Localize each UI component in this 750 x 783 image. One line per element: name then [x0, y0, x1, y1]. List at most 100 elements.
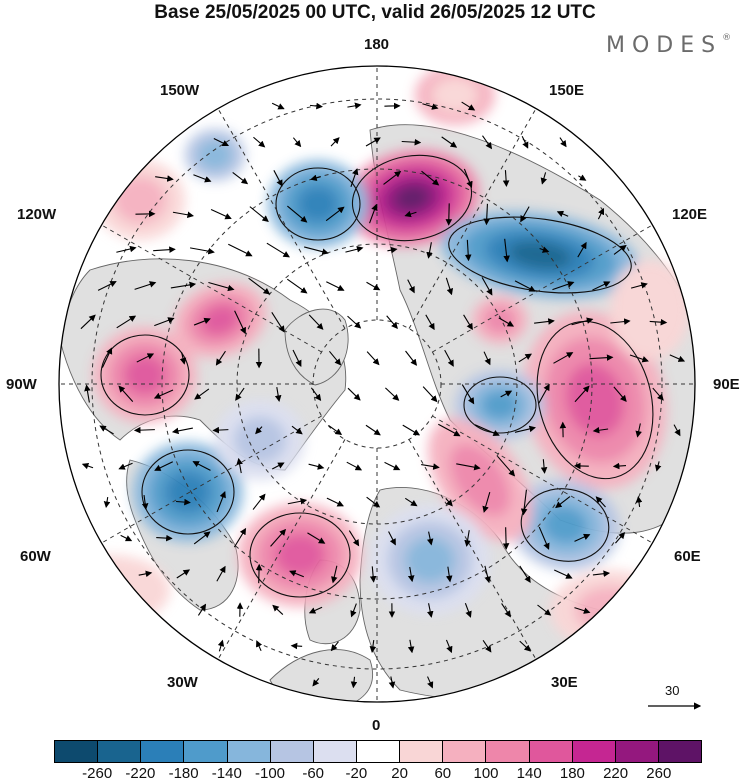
colorbar-tick-label: 140 — [516, 765, 542, 782]
anomaly-shading — [297, 185, 339, 223]
wind-arrow — [249, 206, 269, 223]
colorbar-bin — [443, 741, 487, 762]
colorbar-bin — [98, 741, 142, 762]
wind-arrow — [271, 102, 285, 110]
wind-arrow — [578, 174, 587, 181]
wind-arrow — [366, 496, 381, 508]
wind-arrow — [502, 170, 510, 187]
colorbar-tick-label: -220 — [125, 765, 156, 782]
wind-arrow — [383, 170, 402, 185]
wind-arrow — [366, 351, 380, 366]
wind-arrow — [369, 566, 377, 583]
wind-arrow — [116, 245, 137, 253]
wind-arrow — [401, 138, 422, 146]
wind-arrow — [141, 494, 149, 511]
wind-arrow — [520, 489, 528, 516]
wind-arrow — [325, 206, 345, 222]
meridian-line — [432, 224, 653, 353]
colorbar-bin — [658, 741, 702, 762]
wind-arrow — [498, 317, 515, 327]
wind-arrow — [179, 352, 187, 365]
height-contour — [141, 449, 235, 535]
wind-arrow — [292, 349, 302, 368]
wind-arrow — [153, 389, 174, 399]
wind-arrow — [287, 498, 308, 505]
colorbar-tick-label: -60 — [302, 765, 325, 782]
colorbar-bin — [227, 741, 271, 762]
wind-arrow — [538, 383, 550, 404]
wind-arrow — [213, 137, 230, 147]
latitude-circle — [91, 98, 663, 670]
wind-arrow — [514, 280, 536, 292]
wind-arrow — [484, 565, 491, 584]
colorbar-tick-label: 220 — [603, 765, 629, 782]
wind-arrow — [365, 424, 381, 436]
wind-arrow — [388, 676, 396, 689]
lon-label-0: 0 — [372, 717, 381, 734]
colorbar-bin — [270, 741, 314, 762]
wind-arrow — [426, 242, 433, 259]
wind-arrow — [194, 388, 210, 400]
colorbar-bin — [184, 741, 228, 762]
wind-arrow — [384, 461, 401, 471]
wind-arrow — [310, 387, 322, 402]
wind-arrow — [422, 103, 439, 110]
wind-arrow — [304, 246, 329, 255]
colorbar-tick-label: 100 — [473, 765, 499, 782]
height-contour — [100, 334, 190, 416]
wind-arrow — [592, 570, 611, 577]
wind-arrow — [270, 528, 287, 547]
wind-arrow — [248, 277, 271, 295]
wind-arrow — [369, 640, 377, 653]
wind-arrow — [138, 570, 153, 578]
wind-arrow — [193, 174, 212, 183]
wind-vectors — [80, 101, 686, 689]
wind-arrow — [331, 565, 338, 584]
colorbar-bin — [615, 741, 659, 762]
lon-label-30w: 30W — [167, 674, 198, 691]
anomaly-shading — [233, 416, 287, 464]
wind-arrow — [503, 238, 510, 263]
wind-arrow — [216, 491, 226, 513]
wind-arrow — [347, 102, 362, 110]
wind-arrow — [193, 531, 211, 545]
wind-arrow — [287, 205, 308, 223]
wind-arrow — [387, 246, 398, 254]
wind-arrow — [271, 312, 285, 333]
meridian-line — [217, 439, 346, 660]
anomaly-shading — [575, 586, 645, 634]
height-contour — [463, 376, 537, 434]
wind-arrow — [308, 463, 325, 470]
wind-arrow — [271, 462, 285, 470]
wind-arrow — [461, 101, 476, 111]
chart-title: Base 25/05/2025 00 UTC, valid 26/05/2025… — [154, 2, 596, 23]
wind-arrow — [464, 239, 472, 262]
wind-arrow — [404, 210, 417, 218]
wind-arrow — [481, 277, 493, 296]
wind-arrow — [502, 527, 510, 550]
wind-arrow — [427, 676, 434, 689]
anomaly-shading — [59, 555, 170, 625]
wind-arrow — [328, 350, 342, 366]
lon-label-120e: 120E — [672, 206, 708, 223]
colorbar-tick-label: -180 — [168, 765, 199, 782]
wind-arrow — [649, 318, 668, 326]
anomaly-shading — [508, 241, 572, 269]
wind-arrow — [256, 640, 263, 652]
wind-arrow — [116, 315, 137, 329]
colorbar-tick-label: 60 — [434, 765, 452, 782]
contour-layer — [100, 154, 654, 598]
wind-arrow — [309, 102, 323, 110]
wind-arrow — [464, 602, 472, 618]
colorbar-bin — [529, 741, 573, 762]
wind-arrow — [345, 246, 364, 253]
wind-arrow — [463, 314, 473, 331]
wind-arrow — [445, 566, 453, 583]
wind-arrow — [407, 279, 415, 294]
wind-arrow — [673, 424, 681, 437]
meridian-line — [408, 439, 537, 660]
wind-arrow — [474, 424, 500, 437]
lon-label-90w: 90W — [6, 376, 37, 393]
colorbar-tick-label: -260 — [82, 765, 113, 782]
wind-arrow — [482, 135, 493, 150]
